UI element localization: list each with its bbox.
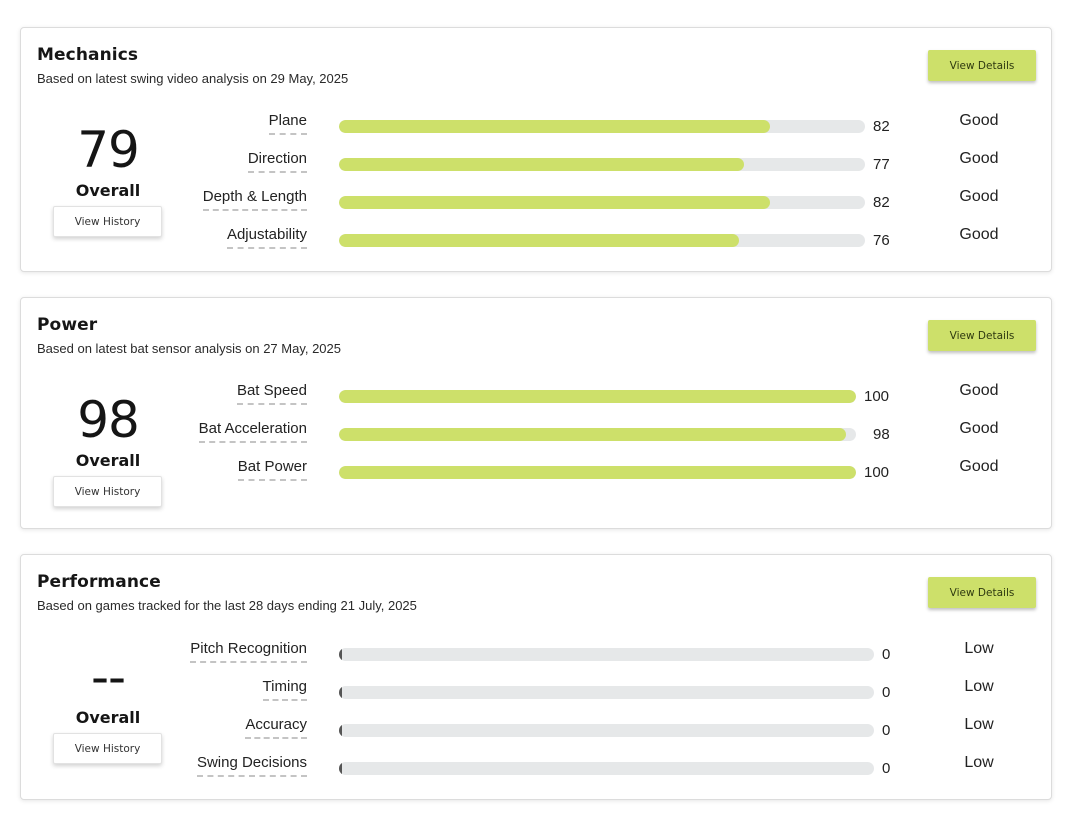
metric-rating-bat-power: Good: [959, 458, 999, 475]
metric-rating-bat-speed: Good: [959, 382, 999, 399]
metric-label-adjustability[interactable]: Adjustability: [226, 226, 307, 249]
metric-rating-adjustability: Good: [959, 226, 999, 243]
metric-rating-pitch-recognition: Low: [964, 640, 994, 657]
metric-bar-direction: [339, 158, 865, 171]
metric-value-direction: 77: [873, 156, 890, 173]
metric-value-depth-length: 82: [873, 194, 890, 211]
metric-bar-fill: [339, 120, 771, 133]
overall-label: Overall: [75, 451, 141, 470]
overall-score: 98: [77, 391, 140, 449]
metric-bar-plane: [339, 120, 865, 133]
metric-bar-fill: [339, 428, 846, 441]
metric-label-bat-power[interactable]: Bat Power: [237, 458, 307, 481]
metric-value-plane: 82: [873, 118, 890, 135]
metric-label-plane[interactable]: Plane: [268, 112, 307, 135]
metric-bar-bat-power: [339, 466, 856, 479]
metric-rating-bat-acceleration: Good: [959, 420, 999, 437]
card-title: Mechanics: [37, 45, 139, 65]
metric-bar-fill: [339, 466, 856, 479]
metric-rating-swing-decisions: Low: [964, 754, 994, 771]
mechanics-card: Mechanics Based on latest swing video an…: [20, 27, 1052, 272]
metric-bar-fill: [339, 724, 342, 737]
metric-label-accuracy[interactable]: Accuracy: [245, 716, 307, 739]
metric-label-bat-speed[interactable]: Bat Speed: [236, 382, 307, 405]
metric-rating-plane: Good: [959, 112, 999, 129]
metric-bar-depth-length: [339, 196, 865, 209]
metric-label-bat-acceleration[interactable]: Bat Acceleration: [198, 420, 307, 443]
view-history-button[interactable]: View History: [53, 206, 162, 237]
metric-bar-fill: [339, 762, 342, 775]
metric-label-timing[interactable]: Timing: [262, 678, 307, 701]
view-details-button[interactable]: View Details: [928, 577, 1036, 608]
overall-score: --: [90, 648, 126, 706]
metric-label-pitch-recognition[interactable]: Pitch Recognition: [190, 640, 307, 663]
metric-bar-adjustability: [339, 234, 865, 247]
metric-value-bat-acceleration: 98: [873, 426, 890, 443]
view-history-button[interactable]: View History: [53, 476, 162, 507]
metric-bar-accuracy: [339, 724, 874, 737]
metric-label-depth-length[interactable]: Depth & Length: [202, 188, 307, 211]
card-subtitle: Based on latest swing video analysis on …: [37, 71, 349, 86]
metric-label-direction[interactable]: Direction: [247, 150, 307, 173]
metric-rating-depth-length: Good: [959, 188, 999, 205]
metric-bar-fill: [339, 648, 342, 661]
metric-value-timing: 0: [882, 684, 891, 701]
metric-bar-bat-acceleration: [339, 428, 856, 441]
metric-bar-bat-speed: [339, 390, 856, 403]
overall-label: Overall: [75, 708, 141, 727]
metric-rating-accuracy: Low: [964, 716, 994, 733]
metric-rating-timing: Low: [964, 678, 994, 695]
metric-bar-pitch-recognition: [339, 648, 874, 661]
overall-score: 79: [77, 121, 140, 179]
metric-label-swing-decisions[interactable]: Swing Decisions: [196, 754, 307, 777]
metric-bar-timing: [339, 686, 874, 699]
card-subtitle: Based on games tracked for the last 28 d…: [37, 598, 417, 613]
metric-value-swing-decisions: 0: [882, 760, 891, 777]
overall-label: Overall: [75, 181, 141, 200]
view-history-button[interactable]: View History: [53, 733, 162, 764]
power-card: Power Based on latest bat sensor analysi…: [20, 297, 1052, 529]
metric-bar-fill: [339, 390, 856, 403]
metric-bar-swing-decisions: [339, 762, 874, 775]
metric-bar-fill: [339, 234, 739, 247]
card-title: Power: [37, 315, 98, 335]
metric-bar-fill: [339, 686, 342, 699]
metric-value-accuracy: 0: [882, 722, 891, 739]
performance-card: Performance Based on games tracked for t…: [20, 554, 1052, 800]
metric-value-bat-speed: 100: [864, 388, 890, 405]
metric-value-bat-power: 100: [864, 464, 890, 481]
card-subtitle: Based on latest bat sensor analysis on 2…: [37, 341, 342, 356]
metric-rating-direction: Good: [959, 150, 999, 167]
metric-value-adjustability: 76: [873, 232, 890, 249]
metric-bar-fill: [339, 158, 745, 171]
card-title: Performance: [37, 572, 161, 592]
view-details-button[interactable]: View Details: [928, 320, 1036, 351]
view-details-button[interactable]: View Details: [928, 50, 1036, 81]
metric-bar-fill: [339, 196, 771, 209]
metric-value-pitch-recognition: 0: [882, 646, 891, 663]
